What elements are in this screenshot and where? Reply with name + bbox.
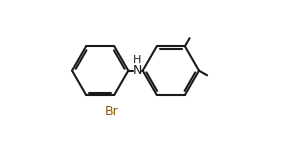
- Text: H: H: [133, 55, 141, 65]
- Text: N: N: [133, 64, 142, 77]
- Text: Br: Br: [105, 105, 119, 118]
